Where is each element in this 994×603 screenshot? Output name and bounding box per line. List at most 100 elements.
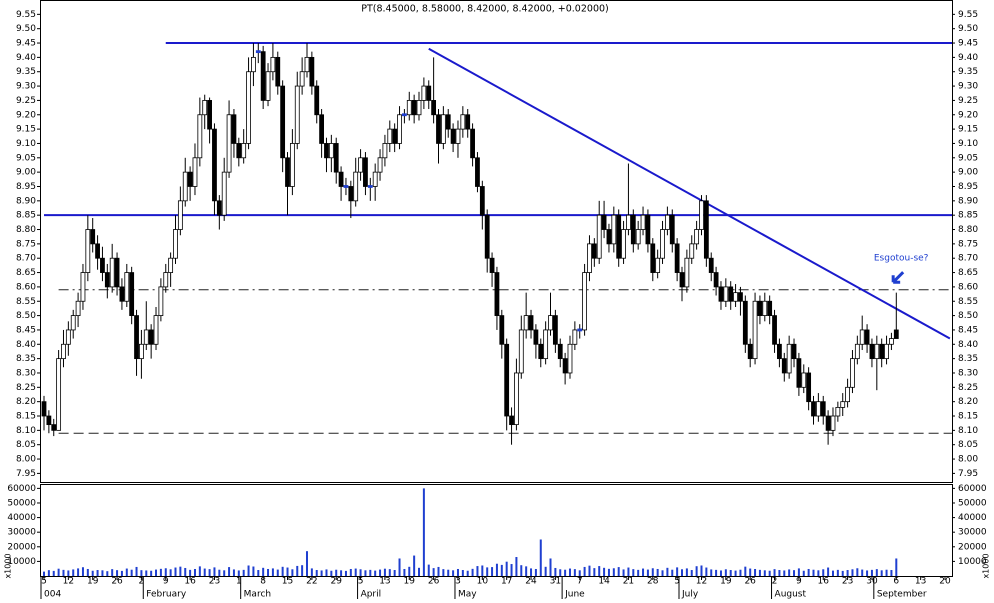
volume-bar bbox=[228, 567, 231, 576]
month-label: July bbox=[681, 590, 699, 600]
volume-bar bbox=[213, 567, 216, 576]
candle-body bbox=[543, 329, 549, 360]
candle-body bbox=[533, 329, 539, 345]
volume-bar bbox=[242, 569, 245, 576]
volume-bar bbox=[880, 570, 883, 576]
volume-bar bbox=[754, 568, 757, 576]
candle-body bbox=[406, 100, 412, 116]
y-tick-label: 8.65 bbox=[16, 268, 36, 278]
y-tick-label: 8.80 bbox=[16, 225, 36, 235]
y-tick-label-right: 8.60 bbox=[958, 282, 978, 292]
volume-unit-right: x1000 bbox=[982, 553, 991, 578]
candle-body bbox=[859, 329, 865, 345]
volume-bar bbox=[130, 569, 133, 576]
candle-body bbox=[660, 229, 665, 259]
volume-panel bbox=[40, 484, 953, 577]
candle-body bbox=[348, 186, 354, 202]
candle-body bbox=[202, 100, 208, 116]
y-tick-label: 8.05 bbox=[16, 440, 36, 450]
volume-bar bbox=[111, 569, 114, 576]
candle-body bbox=[840, 401, 846, 408]
x-tick-label: 9 bbox=[163, 577, 169, 587]
candle-body bbox=[226, 114, 232, 173]
y2-tick-label-right: 20000 bbox=[958, 542, 987, 552]
volume-bar bbox=[140, 570, 143, 576]
candle-body bbox=[182, 171, 188, 202]
candle-body bbox=[455, 128, 461, 144]
candle-body bbox=[738, 292, 743, 302]
candle-body bbox=[552, 315, 558, 345]
volume-bar bbox=[539, 539, 542, 576]
volume-bar bbox=[812, 569, 815, 576]
candle-body bbox=[80, 272, 86, 302]
volume-bar bbox=[851, 569, 854, 576]
volume-bar bbox=[62, 569, 65, 576]
y-tick-label: 8.45 bbox=[16, 325, 36, 335]
candle-body bbox=[304, 56, 310, 73]
volume-bar bbox=[568, 568, 571, 576]
candle-body bbox=[246, 71, 251, 144]
candle-body bbox=[187, 171, 193, 187]
volume-bar bbox=[432, 568, 435, 576]
x-tick-label: 16 bbox=[818, 577, 830, 587]
volume-bar bbox=[685, 568, 688, 576]
volume-bar bbox=[349, 568, 352, 576]
volume-bar bbox=[500, 564, 503, 576]
candle-body bbox=[669, 214, 675, 245]
candle-body bbox=[436, 114, 441, 144]
candle-body bbox=[689, 243, 695, 259]
candle-body bbox=[280, 85, 286, 159]
month-label: September bbox=[877, 590, 927, 600]
volume-bar bbox=[315, 570, 318, 576]
candle-body bbox=[572, 329, 578, 345]
volume-bar bbox=[495, 563, 498, 576]
volume-bar bbox=[169, 569, 172, 576]
volume-bar bbox=[530, 568, 533, 576]
x-tick-label: 21 bbox=[623, 577, 634, 587]
volume-bar bbox=[179, 566, 182, 576]
y-tick-label-right: 8.20 bbox=[958, 397, 978, 407]
candle-body bbox=[289, 143, 295, 187]
candle-body bbox=[626, 214, 631, 230]
volume-bar bbox=[120, 570, 123, 576]
volume-bar bbox=[797, 568, 800, 576]
volume-bar bbox=[379, 569, 382, 576]
volume-bar bbox=[763, 570, 766, 576]
volume-bar bbox=[817, 570, 820, 576]
candle-body bbox=[884, 343, 889, 360]
candle-body bbox=[207, 100, 212, 130]
volume-bar bbox=[116, 570, 119, 576]
candle-body bbox=[387, 128, 393, 144]
candle-body bbox=[845, 386, 850, 403]
x-tick-label: 5 bbox=[674, 577, 680, 587]
volume-bar bbox=[247, 565, 250, 576]
candle-body bbox=[616, 214, 622, 259]
volume-bar bbox=[232, 569, 235, 576]
candle-body bbox=[260, 51, 266, 101]
candle-body bbox=[893, 329, 899, 339]
candle-body bbox=[757, 300, 763, 316]
candle-body bbox=[723, 286, 729, 302]
candle-body bbox=[51, 424, 57, 431]
candle-body bbox=[299, 71, 305, 87]
candle-body bbox=[611, 214, 617, 245]
x-tick-label: 29 bbox=[330, 577, 342, 587]
y2-tick-label-right: 40000 bbox=[958, 513, 987, 523]
y-tick-label: 8.35 bbox=[16, 354, 36, 364]
y-tick-label-right: 9.35 bbox=[958, 67, 978, 77]
candle-body bbox=[285, 157, 290, 187]
volume-bar bbox=[793, 570, 796, 576]
volume-bar bbox=[383, 568, 386, 576]
candle-body bbox=[241, 143, 247, 159]
volume-bar bbox=[369, 569, 372, 576]
y-tick-label: 8.70 bbox=[16, 254, 36, 264]
candle-body bbox=[713, 272, 719, 288]
volume-bar bbox=[729, 570, 732, 576]
volume-bar bbox=[203, 568, 206, 576]
volume-bar bbox=[354, 568, 357, 576]
volume-bar bbox=[218, 569, 221, 576]
candle-body bbox=[470, 128, 475, 159]
y-tick-label-right: 8.15 bbox=[958, 412, 978, 422]
candle-body bbox=[221, 171, 227, 216]
candle-body bbox=[382, 143, 388, 159]
